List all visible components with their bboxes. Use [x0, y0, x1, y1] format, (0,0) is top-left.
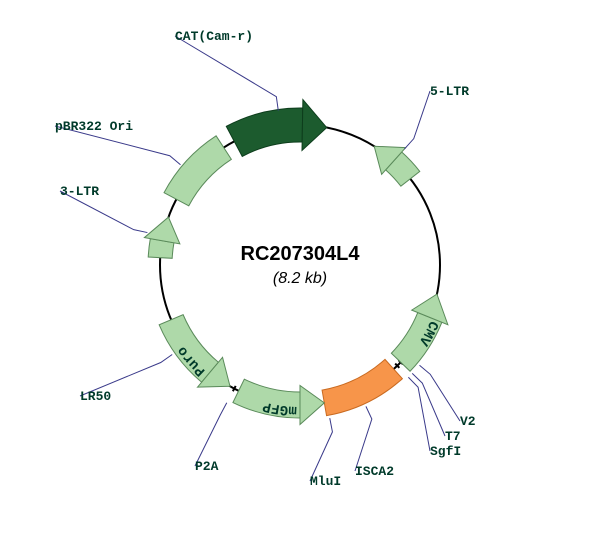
- pointer-line: [175, 36, 278, 111]
- pointer-line: [195, 403, 227, 466]
- feature-3-ltr: [144, 217, 179, 258]
- feature-cmv: CMV: [391, 294, 448, 371]
- pointer-line: [404, 91, 430, 149]
- feature-isca2: [322, 359, 402, 415]
- pointer-line: [310, 418, 332, 481]
- label-cat-cam-r-: CAT(Cam-r): [175, 29, 253, 44]
- label-v2: V2: [460, 414, 476, 429]
- label-lr50: LR50: [80, 389, 111, 404]
- feature-puro: Puro: [159, 315, 230, 388]
- feature-cat-cam-r-: [226, 100, 326, 157]
- pointer-line: [408, 377, 430, 451]
- label-t7: T7: [445, 429, 461, 444]
- label-pbr322-ori: pBR322 Ori: [55, 119, 133, 134]
- pointer-line: [355, 406, 372, 471]
- plasmid-name: RC207304L4: [241, 243, 361, 265]
- label-p2a: P2A: [195, 459, 219, 474]
- label-isca2: ISCA2: [355, 464, 394, 479]
- plasmid-size: (8.2 kb): [273, 270, 327, 287]
- feature-mgfp: mGFP: [233, 379, 324, 424]
- feature-pbr322-ori: [164, 136, 231, 206]
- label-mlui: MluI: [310, 474, 341, 489]
- pointer-line: [412, 373, 445, 436]
- label-3-ltr: 3-LTR: [60, 184, 99, 199]
- pointer-line: [420, 365, 460, 421]
- feature-5-ltr: [374, 146, 420, 186]
- label-sgfi: SgfI: [430, 444, 461, 459]
- tick: [233, 386, 236, 391]
- label-5-ltr: 5-LTR: [430, 84, 469, 99]
